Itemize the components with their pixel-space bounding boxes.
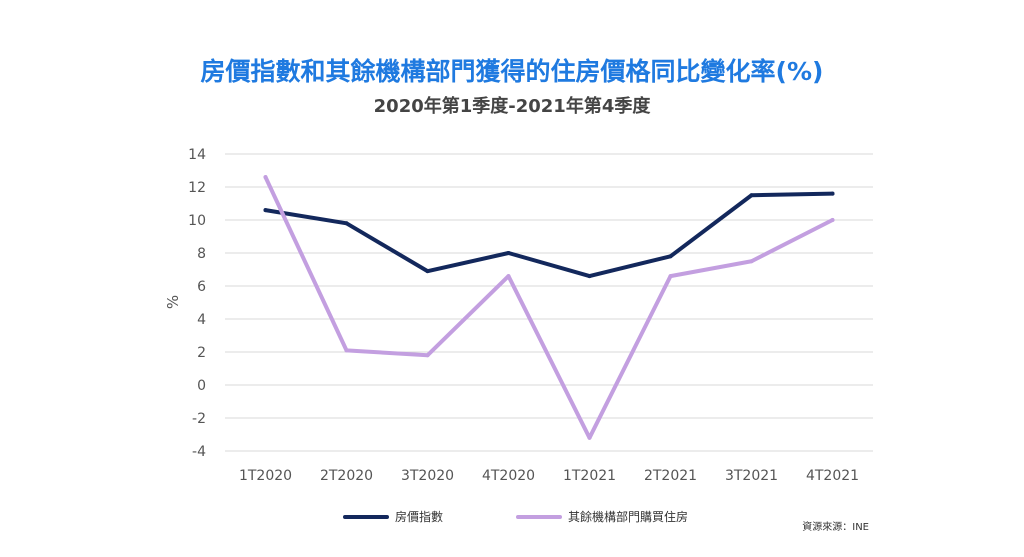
data-point <box>830 191 835 196</box>
data-point <box>587 435 592 440</box>
legend: 房價指數 其餘機構部門購買住房 <box>343 509 688 524</box>
x-tick-label: 4T2021 <box>806 468 859 484</box>
data-point <box>425 269 430 274</box>
x-tick-label: 2T2020 <box>320 468 373 484</box>
data-point <box>749 259 754 264</box>
legend-label: 其餘機構部門購買住房 <box>568 509 688 524</box>
y-tick-label: 6 <box>197 279 206 295</box>
data-point <box>263 208 268 213</box>
y-axis-ticks: 14 12 10 8 6 4 2 0 -2 -4 <box>188 147 206 460</box>
data-point <box>263 175 268 180</box>
y-axis-label: % <box>164 295 182 309</box>
chart-subtitle: 2020年第1季度-2021年第4季度 <box>373 96 651 117</box>
x-tick-label: 1T2020 <box>239 468 292 484</box>
y-tick-label: 14 <box>188 147 206 163</box>
data-point <box>506 251 511 255</box>
data-point <box>830 218 835 222</box>
chart-title: 房價指數和其餘機構部門獲得的住房價格同比變化率(%) <box>200 57 824 86</box>
y-tick-label: 8 <box>197 246 206 262</box>
data-point <box>344 348 349 353</box>
legend-label: 房價指數 <box>395 509 443 524</box>
data-point <box>506 274 511 279</box>
y-tick-label: 0 <box>197 378 206 394</box>
data-point <box>425 353 430 358</box>
data-point <box>668 254 673 259</box>
y-tick-label: 10 <box>188 213 206 229</box>
data-point <box>668 274 673 279</box>
y-tick-label: 4 <box>197 312 206 328</box>
series-lines <box>263 175 835 440</box>
data-point <box>749 193 754 198</box>
y-tick-label: -4 <box>192 444 206 460</box>
y-tick-label: 2 <box>197 345 206 361</box>
x-tick-label: 1T2021 <box>563 468 616 484</box>
data-point <box>587 274 592 279</box>
data-point <box>344 221 349 226</box>
x-tick-label: 4T2020 <box>482 468 535 484</box>
x-axis-ticks: 1T2020 2T2020 3T2020 4T2020 1T2021 2T2021 3T20… <box>239 468 859 484</box>
x-tick-label: 3T2020 <box>401 468 454 484</box>
y-tick-label: 12 <box>188 180 206 196</box>
source-note: 資源來源：INE <box>802 522 869 533</box>
series-line-1 <box>263 175 835 440</box>
x-tick-label: 2T2021 <box>644 468 697 484</box>
x-tick-label: 3T2021 <box>725 468 778 484</box>
series-line-0 <box>263 191 835 279</box>
y-tick-label: -2 <box>192 411 206 427</box>
